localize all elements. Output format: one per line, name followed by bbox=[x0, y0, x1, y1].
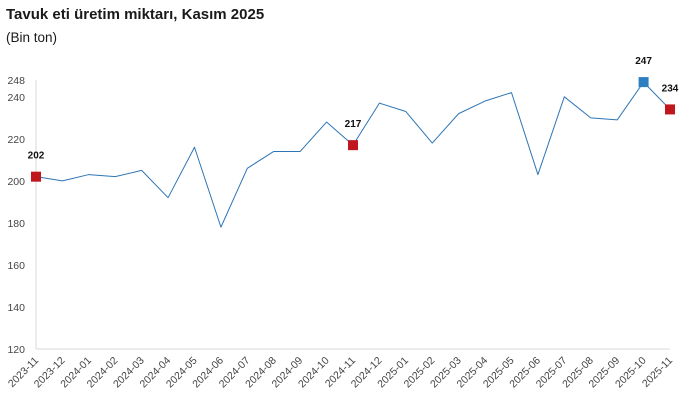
highlight-marker bbox=[638, 77, 649, 88]
highlight-marker bbox=[665, 104, 675, 115]
chart-title: Tavuk eti üretim miktarı, Kasım 2025 bbox=[6, 6, 265, 23]
series-layer bbox=[35, 81, 671, 228]
y-tick-label: 240 bbox=[7, 92, 25, 104]
highlight-marker bbox=[348, 140, 358, 151]
data-label: 234 bbox=[662, 83, 679, 94]
y-tick-label: 248 bbox=[7, 75, 25, 87]
series-line bbox=[35, 81, 671, 228]
y-tick-label: 180 bbox=[7, 218, 25, 230]
y-tick-label: 120 bbox=[7, 344, 25, 356]
marker-layer: 202 217 247 234 bbox=[28, 56, 679, 182]
data-label: 202 bbox=[28, 151, 45, 162]
y-tick-label: 160 bbox=[7, 260, 25, 272]
data-label: 217 bbox=[345, 119, 362, 130]
chart-subtitle: (Bin ton) bbox=[6, 30, 58, 45]
highlight-marker bbox=[31, 171, 41, 182]
y-tick-label: 140 bbox=[7, 302, 25, 314]
axis-layer: 1201401601802002202402482023-112023-1220… bbox=[6, 75, 675, 390]
y-tick-label: 200 bbox=[7, 176, 25, 188]
y-tick-label: 220 bbox=[7, 134, 25, 146]
data-label: 247 bbox=[635, 56, 652, 67]
